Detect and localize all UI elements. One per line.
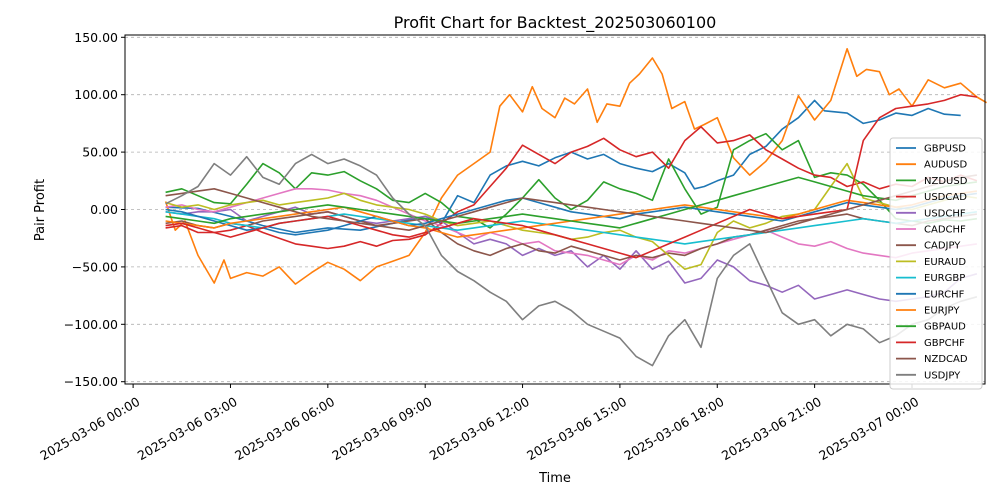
legend-label-eurgbp: EURGBP bbox=[924, 273, 965, 284]
legend-label-audusd: AUDUSD bbox=[924, 160, 968, 171]
chart-title: Profit Chart for Backtest_202503060100 bbox=[394, 13, 717, 33]
x-axis-label: Time bbox=[538, 471, 571, 486]
series-line-cadjpy bbox=[165, 211, 978, 261]
legend-label-cadchf: CADCHF bbox=[924, 225, 966, 236]
legend-label-euraud: EURAUD bbox=[924, 257, 966, 268]
legend-label-eurjpy: EURJPY bbox=[924, 306, 960, 317]
y-tick-label: 100.00 bbox=[74, 87, 118, 102]
y-tick-label: 0.00 bbox=[90, 202, 118, 217]
legend-label-nzdcad: NZDCAD bbox=[924, 354, 968, 365]
y-axis: 150.00 100.00 50.00 0.00 −50.00 −100.00 −150.0… bbox=[64, 30, 125, 389]
legend-label-usdjpy: USDJPY bbox=[924, 370, 961, 381]
y-tick-label: 50.00 bbox=[82, 145, 118, 160]
y-tick-label: −50.00 bbox=[72, 259, 118, 274]
series-line-usdjpy bbox=[165, 153, 978, 367]
y-axis-label: Pair Profit bbox=[33, 179, 48, 241]
series-line-gbpaud bbox=[165, 176, 978, 229]
legend-label-usdcad: USDCAD bbox=[924, 192, 967, 203]
legend-label-usdchf: USDCHF bbox=[924, 208, 966, 219]
series-line-usdcad bbox=[165, 126, 978, 250]
legend-label-gbpaud: GBPAUD bbox=[924, 322, 966, 333]
y-tick-label: 150.00 bbox=[74, 30, 118, 45]
series-line-eurchf bbox=[165, 192, 978, 236]
series-lines bbox=[164, 48, 988, 367]
series-line-nzdcad bbox=[165, 174, 978, 234]
y-tick-label: −150.00 bbox=[64, 374, 118, 389]
legend-label-cadjpy: CADJPY bbox=[924, 241, 961, 252]
legend-label-nzdusd: NZDUSD bbox=[924, 176, 968, 187]
legend: GBPUSD AUDUSD NZDUSD USDCAD USDCHF CADCHF CADJ… bbox=[889, 137, 983, 390]
series-line-audusd bbox=[164, 48, 988, 285]
legend-label-gbpchf: GBPCHF bbox=[924, 338, 965, 349]
legend-label-eurchf: EURCHF bbox=[924, 289, 965, 300]
legend-label-gbpusd: GBPUSD bbox=[924, 144, 966, 155]
series-line-nzdusd bbox=[165, 132, 978, 229]
y-tick-label: −100.00 bbox=[64, 317, 118, 332]
series-line-cadchf bbox=[165, 188, 978, 266]
